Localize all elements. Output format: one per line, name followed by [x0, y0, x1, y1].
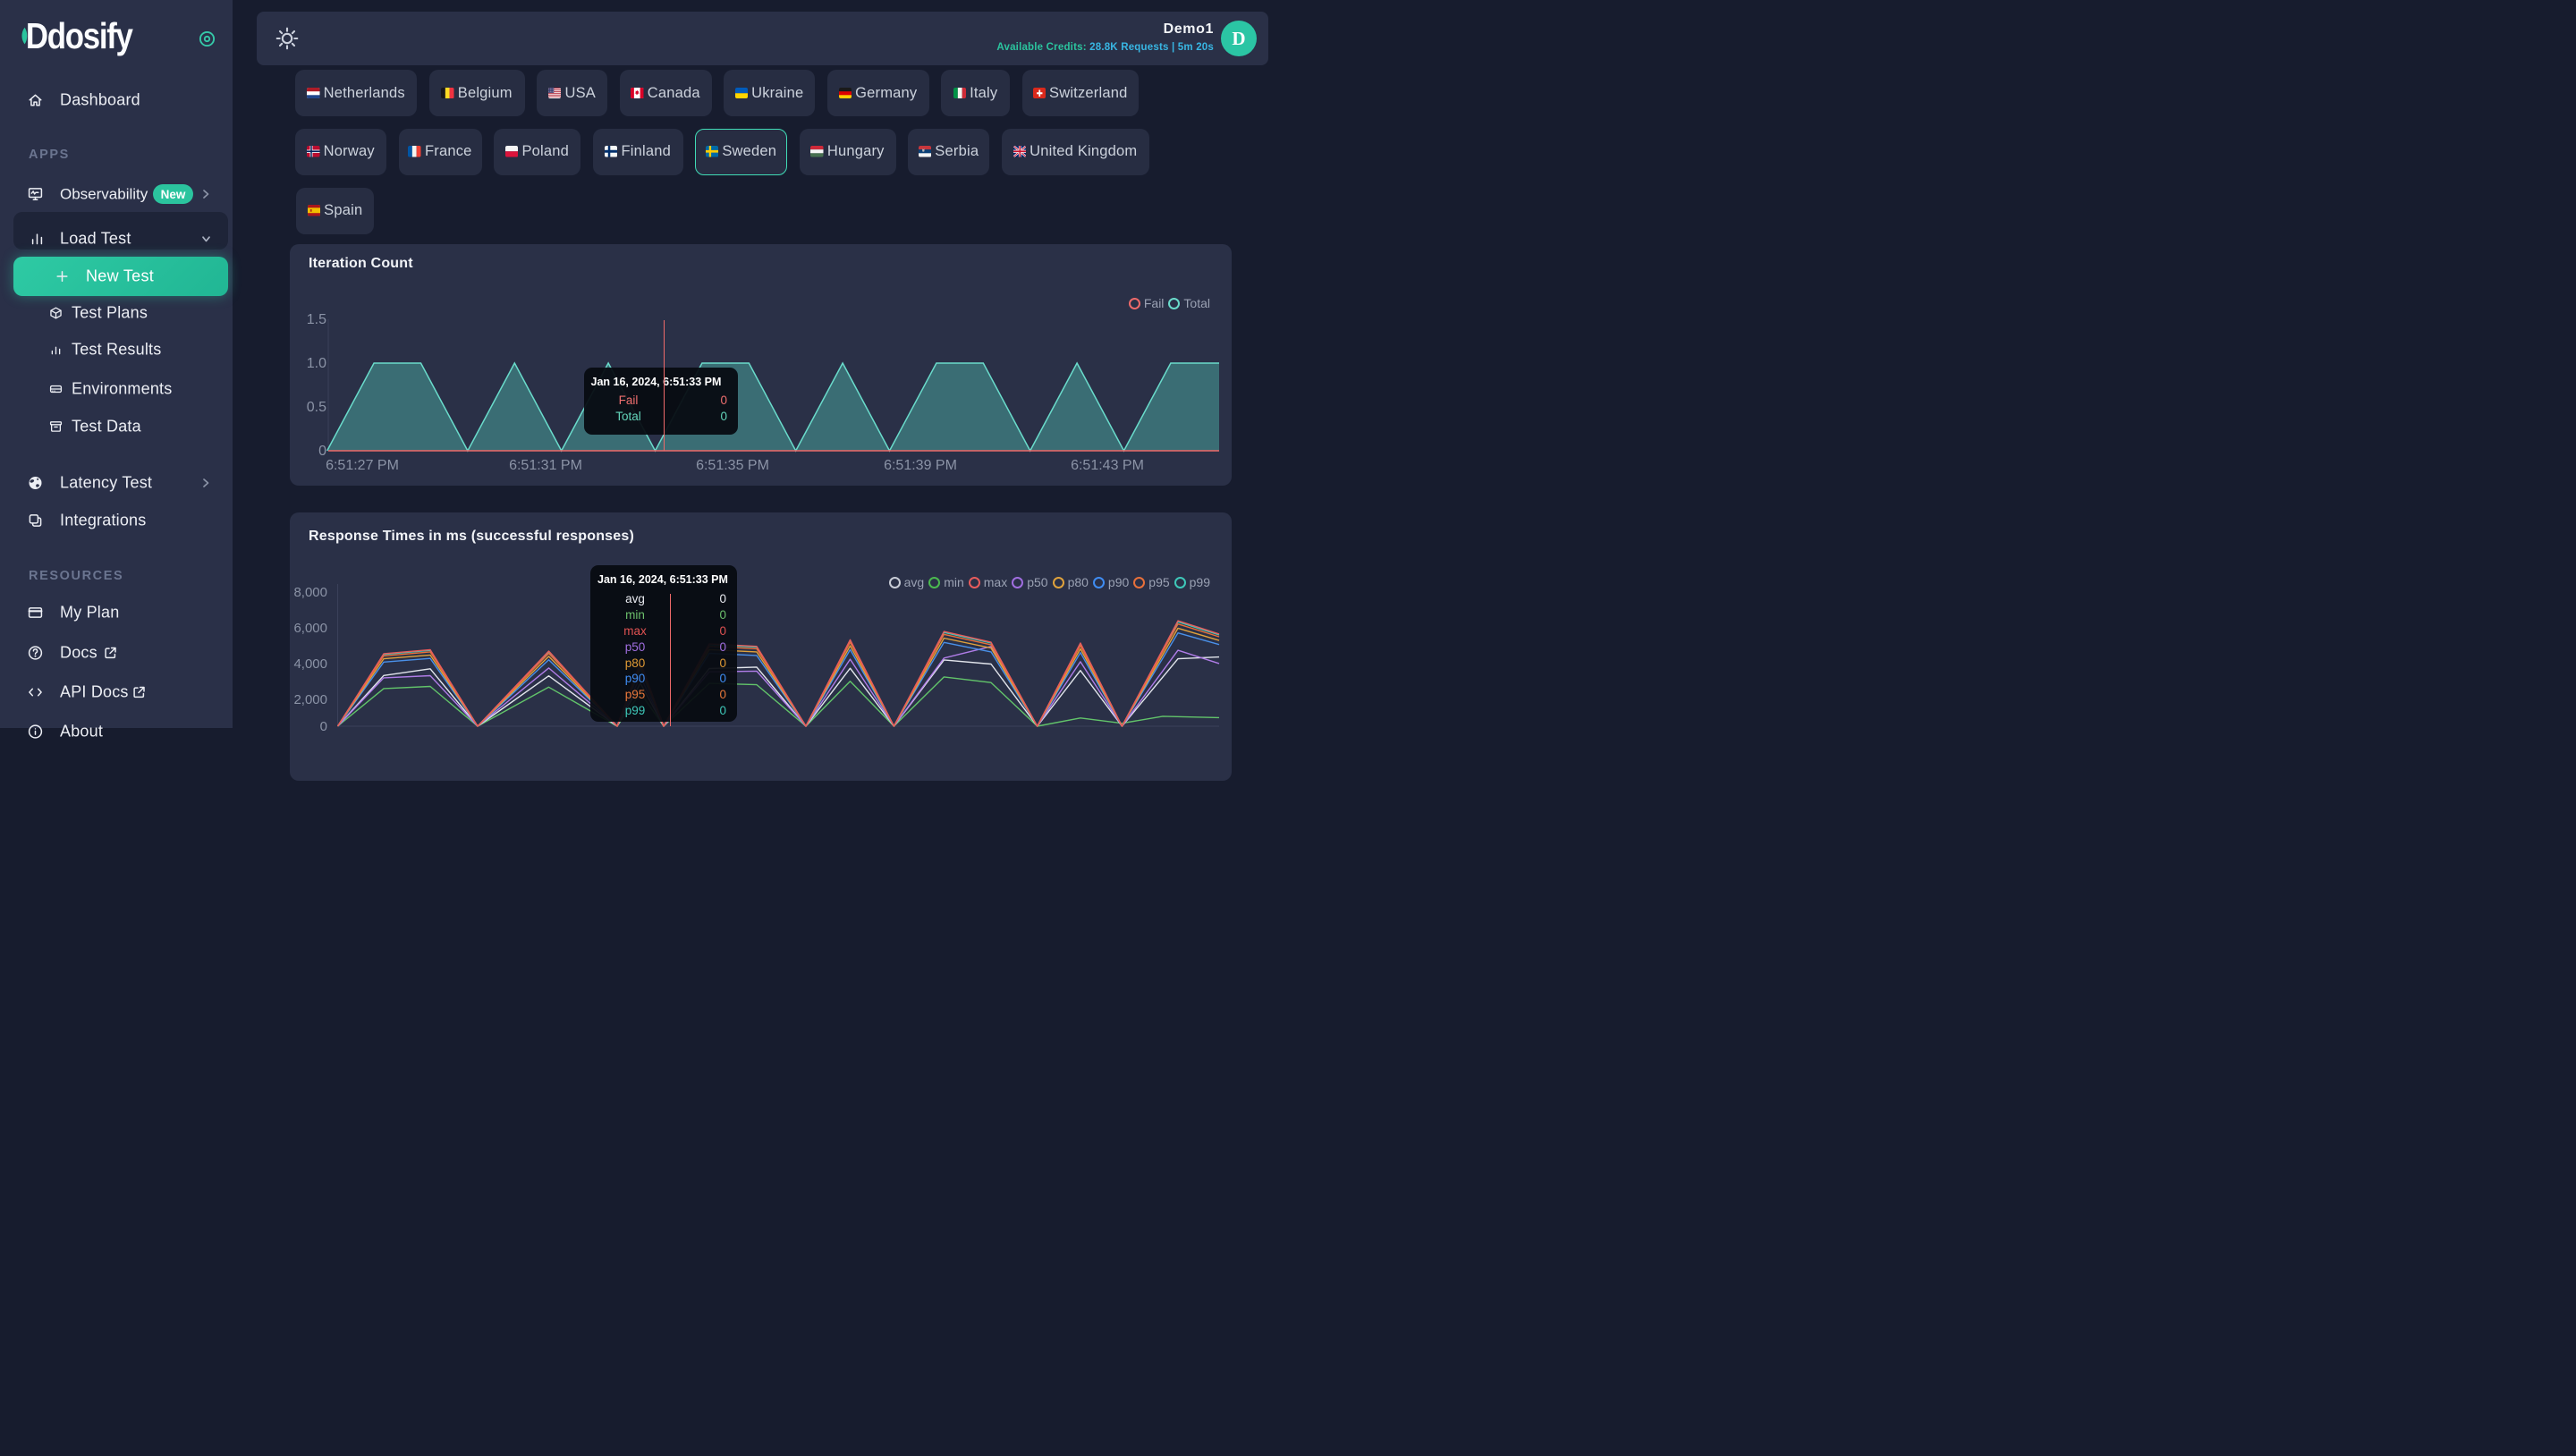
svg-text:6,000: 6,000 [293, 621, 327, 636]
svg-text:6:51:31 PM: 6:51:31 PM [509, 458, 582, 473]
svg-text:4,000: 4,000 [293, 656, 327, 672]
svg-text:2,000: 2,000 [293, 692, 327, 707]
svg-text:1.5: 1.5 [307, 312, 326, 327]
svg-text:0.5: 0.5 [307, 400, 326, 415]
svg-text:Ddosify: Ddosify [26, 16, 133, 56]
svg-text:6:51:39 PM: 6:51:39 PM [884, 458, 957, 473]
svg-text:6:51:27 PM: 6:51:27 PM [326, 458, 399, 473]
svg-text:0: 0 [318, 444, 326, 459]
svg-text:8,000: 8,000 [293, 585, 327, 600]
svg-text:6:51:43 PM: 6:51:43 PM [1071, 458, 1144, 473]
svg-text:0: 0 [320, 719, 327, 734]
svg-text:1.0: 1.0 [307, 356, 326, 371]
svg-text:6:51:35 PM: 6:51:35 PM [696, 458, 769, 473]
